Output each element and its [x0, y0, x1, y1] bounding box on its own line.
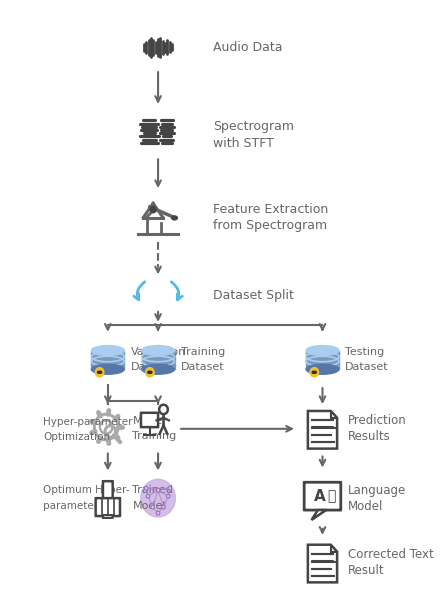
Circle shape — [145, 486, 148, 490]
FancyBboxPatch shape — [141, 413, 158, 427]
Text: Language: Language — [348, 484, 406, 497]
Text: Validation: Validation — [131, 347, 186, 356]
Ellipse shape — [306, 364, 339, 374]
Polygon shape — [330, 411, 337, 418]
Circle shape — [162, 505, 165, 509]
Text: Optimum Hyper-: Optimum Hyper- — [43, 485, 129, 495]
Polygon shape — [308, 411, 337, 449]
Ellipse shape — [306, 346, 339, 356]
Polygon shape — [142, 350, 174, 369]
Text: Result: Result — [348, 564, 385, 577]
FancyBboxPatch shape — [103, 515, 113, 518]
Circle shape — [310, 368, 318, 377]
Circle shape — [314, 371, 315, 373]
Text: Model: Model — [132, 501, 166, 511]
Circle shape — [150, 206, 156, 213]
Polygon shape — [308, 545, 337, 583]
Text: Dataset: Dataset — [345, 362, 389, 373]
Ellipse shape — [172, 216, 178, 220]
Ellipse shape — [91, 364, 124, 374]
Circle shape — [145, 368, 154, 377]
Circle shape — [140, 479, 175, 517]
Ellipse shape — [91, 346, 124, 356]
Circle shape — [156, 511, 160, 515]
Text: Model: Model — [348, 500, 384, 512]
Circle shape — [159, 405, 168, 414]
Circle shape — [148, 371, 149, 373]
Text: A: A — [314, 488, 326, 503]
Circle shape — [166, 494, 170, 498]
Circle shape — [98, 371, 99, 373]
Text: Model: Model — [132, 416, 166, 426]
Text: from Spectrogram: from Spectrogram — [213, 219, 327, 232]
Polygon shape — [91, 350, 124, 369]
Text: Optimization: Optimization — [43, 432, 110, 442]
Text: Audio Data: Audio Data — [213, 41, 282, 54]
Polygon shape — [330, 545, 337, 551]
Circle shape — [95, 368, 104, 377]
Text: Feature Extraction: Feature Extraction — [213, 203, 328, 217]
Polygon shape — [306, 350, 339, 369]
Circle shape — [100, 371, 102, 373]
Polygon shape — [311, 510, 326, 520]
Text: Dataset: Dataset — [181, 362, 224, 373]
Text: Dataset: Dataset — [131, 362, 174, 373]
FancyBboxPatch shape — [103, 481, 113, 499]
Text: Training: Training — [132, 431, 177, 441]
Text: Results: Results — [348, 430, 391, 443]
Text: Corrected Text: Corrected Text — [348, 548, 434, 561]
Text: with STFT: with STFT — [213, 137, 274, 150]
Text: Spectrogram: Spectrogram — [213, 120, 294, 133]
Circle shape — [150, 371, 152, 373]
Text: Prediction: Prediction — [348, 415, 407, 427]
Text: 文: 文 — [327, 489, 336, 503]
Text: parameter: parameter — [43, 501, 98, 511]
Circle shape — [312, 371, 314, 373]
Text: Testing: Testing — [345, 347, 384, 356]
Circle shape — [149, 371, 151, 373]
FancyBboxPatch shape — [95, 498, 120, 516]
FancyBboxPatch shape — [304, 482, 341, 510]
Text: Trained: Trained — [132, 485, 173, 495]
Circle shape — [156, 488, 160, 492]
Text: Hyper-parameter: Hyper-parameter — [43, 417, 132, 427]
Circle shape — [99, 371, 100, 373]
Circle shape — [151, 505, 154, 509]
Text: Training: Training — [181, 347, 225, 356]
Circle shape — [146, 494, 150, 498]
Ellipse shape — [142, 346, 174, 356]
Circle shape — [168, 486, 172, 490]
Circle shape — [314, 371, 316, 373]
Text: Dataset Split: Dataset Split — [213, 289, 294, 302]
Ellipse shape — [142, 364, 174, 374]
